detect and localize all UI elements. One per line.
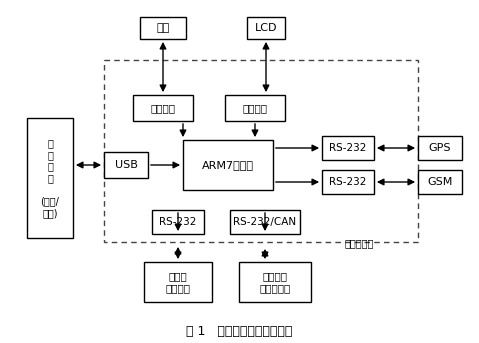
- Text: 工程机械
单机控制器: 工程机械 单机控制器: [259, 271, 291, 293]
- Text: RS-232: RS-232: [329, 177, 367, 187]
- Text: ARM7处理器: ARM7处理器: [202, 160, 254, 170]
- Bar: [225, 95, 285, 121]
- Bar: [133, 95, 193, 121]
- Text: 通
讯
端
口

(上载/
下传): 通 讯 端 口 (上载/ 下传): [41, 138, 59, 218]
- Bar: [152, 210, 204, 234]
- Bar: [247, 17, 285, 39]
- Bar: [104, 152, 148, 178]
- Text: GPS: GPS: [429, 143, 451, 153]
- Text: 智能监控器: 智能监控器: [345, 238, 375, 248]
- Bar: [322, 136, 374, 160]
- Text: RS-232/CAN: RS-232/CAN: [233, 217, 297, 227]
- Text: 显示接口: 显示接口: [242, 103, 267, 113]
- Text: 短距离
无线模块: 短距离 无线模块: [166, 271, 191, 293]
- Bar: [230, 210, 300, 234]
- Bar: [27, 118, 73, 238]
- Text: GSM: GSM: [427, 177, 453, 187]
- Text: RS-232: RS-232: [329, 143, 367, 153]
- Text: RS-232: RS-232: [160, 217, 197, 227]
- Bar: [239, 262, 311, 302]
- Bar: [104, 60, 418, 242]
- Text: 图 1   智能监控器的硬件结构: 图 1 智能监控器的硬件结构: [186, 325, 293, 338]
- Bar: [418, 170, 462, 194]
- Bar: [183, 140, 273, 190]
- Bar: [322, 170, 374, 194]
- Text: LCD: LCD: [255, 23, 277, 33]
- Text: 键盘接口: 键盘接口: [150, 103, 175, 113]
- Text: 键盘: 键盘: [156, 23, 170, 33]
- Bar: [144, 262, 212, 302]
- Bar: [140, 17, 186, 39]
- Text: USB: USB: [114, 160, 137, 170]
- Bar: [418, 136, 462, 160]
